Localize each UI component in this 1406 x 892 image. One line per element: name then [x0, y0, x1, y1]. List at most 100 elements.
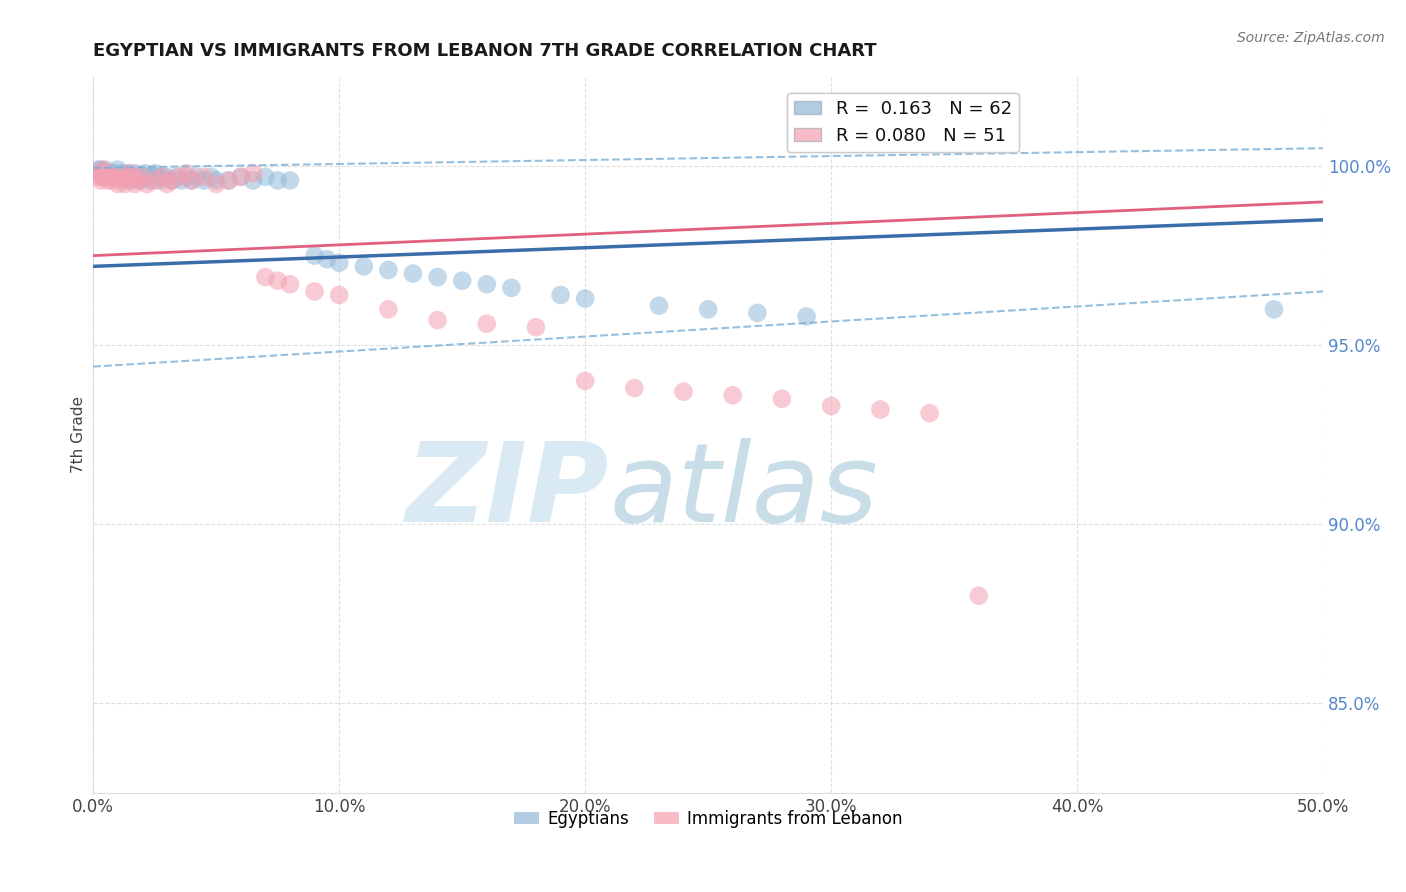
- Point: [254, 169, 277, 184]
- Point: [166, 169, 188, 184]
- Point: [574, 374, 596, 388]
- Point: [156, 169, 179, 184]
- Point: [120, 173, 142, 187]
- Point: [170, 173, 193, 187]
- Point: [97, 173, 120, 187]
- Point: [475, 277, 498, 292]
- Point: [353, 260, 375, 274]
- Point: [97, 169, 120, 184]
- Point: [121, 169, 143, 184]
- Point: [94, 166, 117, 180]
- Text: EGYPTIAN VS IMMIGRANTS FROM LEBANON 7TH GRADE CORRELATION CHART: EGYPTIAN VS IMMIGRANTS FROM LEBANON 7TH …: [93, 42, 877, 60]
- Point: [90, 162, 112, 177]
- Point: [124, 177, 146, 191]
- Point: [266, 274, 288, 288]
- Point: [200, 169, 222, 184]
- Point: [136, 177, 159, 191]
- Point: [918, 406, 941, 420]
- Point: [967, 589, 990, 603]
- Point: [451, 274, 474, 288]
- Point: [747, 306, 769, 320]
- Point: [304, 285, 326, 299]
- Point: [242, 173, 264, 187]
- Point: [117, 169, 139, 184]
- Point: [229, 169, 252, 184]
- Point: [186, 169, 208, 184]
- Point: [550, 288, 572, 302]
- Y-axis label: 7th Grade: 7th Grade: [72, 396, 86, 473]
- Point: [127, 169, 149, 184]
- Point: [90, 173, 112, 187]
- Point: [328, 288, 350, 302]
- Point: [104, 169, 127, 184]
- Point: [150, 169, 173, 184]
- Point: [475, 317, 498, 331]
- Point: [84, 166, 107, 180]
- Point: [91, 169, 114, 184]
- Point: [426, 313, 449, 327]
- Legend: Egyptians, Immigrants from Lebanon: Egyptians, Immigrants from Lebanon: [508, 803, 910, 834]
- Point: [524, 320, 547, 334]
- Point: [820, 399, 842, 413]
- Point: [266, 173, 288, 187]
- Point: [796, 310, 818, 324]
- Point: [402, 267, 425, 281]
- Text: ZIP: ZIP: [406, 438, 610, 545]
- Point: [176, 166, 198, 180]
- Point: [131, 169, 153, 184]
- Point: [117, 166, 139, 180]
- Text: Source: ZipAtlas.com: Source: ZipAtlas.com: [1237, 31, 1385, 45]
- Point: [721, 388, 744, 402]
- Point: [143, 173, 166, 187]
- Point: [111, 166, 134, 180]
- Point: [91, 162, 114, 177]
- Point: [131, 169, 153, 184]
- Point: [672, 384, 695, 399]
- Point: [150, 169, 173, 184]
- Point: [176, 169, 198, 184]
- Point: [139, 173, 162, 187]
- Point: [156, 177, 179, 191]
- Point: [193, 173, 215, 187]
- Point: [107, 162, 129, 177]
- Point: [124, 166, 146, 180]
- Point: [114, 177, 136, 191]
- Point: [143, 166, 166, 180]
- Point: [242, 166, 264, 180]
- Point: [315, 252, 337, 267]
- Point: [574, 292, 596, 306]
- Point: [94, 162, 117, 177]
- Point: [87, 162, 110, 177]
- Point: [134, 166, 156, 180]
- Point: [111, 173, 134, 187]
- Point: [180, 173, 202, 187]
- Point: [160, 173, 183, 187]
- Point: [229, 169, 252, 184]
- Point: [100, 166, 122, 180]
- Point: [141, 169, 163, 184]
- Point: [120, 166, 142, 180]
- Point: [136, 169, 159, 184]
- Point: [110, 169, 132, 184]
- Point: [149, 173, 172, 187]
- Point: [377, 302, 399, 317]
- Point: [129, 173, 152, 187]
- Point: [127, 173, 149, 187]
- Point: [107, 177, 129, 191]
- Point: [205, 173, 228, 187]
- Text: atlas: atlas: [610, 438, 879, 545]
- Point: [328, 256, 350, 270]
- Point: [869, 402, 891, 417]
- Point: [697, 302, 720, 317]
- Point: [193, 169, 215, 184]
- Point: [278, 277, 301, 292]
- Point: [304, 249, 326, 263]
- Point: [160, 173, 183, 187]
- Point: [180, 173, 202, 187]
- Point: [501, 281, 523, 295]
- Point: [87, 169, 110, 184]
- Point: [426, 270, 449, 285]
- Point: [94, 166, 117, 180]
- Point: [770, 392, 793, 406]
- Point: [205, 177, 228, 191]
